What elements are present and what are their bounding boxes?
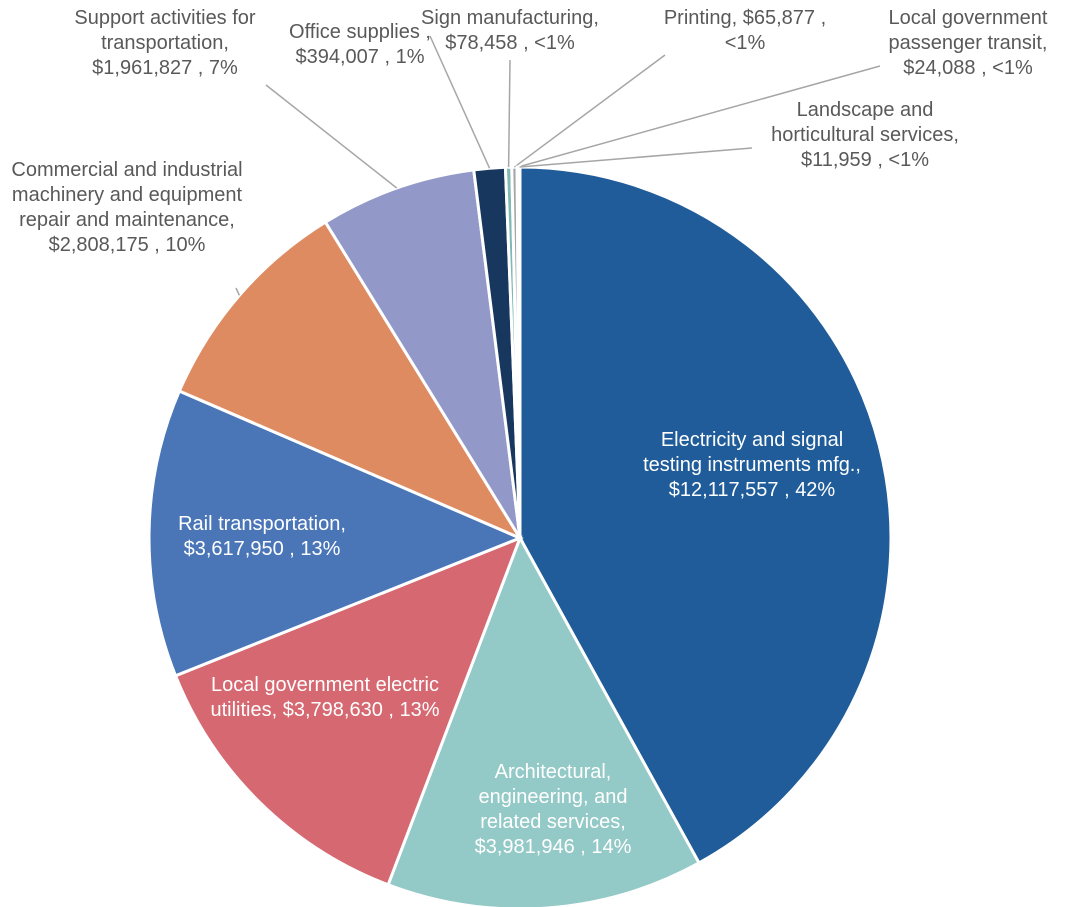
value-label: $65,877 , <1% [724,7,827,54]
leader-line [519,147,753,168]
value-label: $24,088 , <1% [903,57,1033,79]
leader-line [265,84,398,189]
category-label: Office supplies , [289,21,431,43]
data-label: Office supplies , $394,007 , 1% [285,20,435,70]
value-label: $11,959 , <1% [800,149,930,171]
value-label: $3,617,950 , 13% [183,538,341,560]
pie-slice [518,165,893,865]
data-label: Architectural, engineering, and related … [453,760,653,860]
value-label: $3,981,946 , 14% [474,836,632,858]
leader-line [429,35,491,169]
category-label: Landscape and horticultural services, [771,99,959,146]
leader-line [513,54,666,168]
category-label: Architectural, engineering, and related … [478,761,628,833]
data-label: Support activities for transportation, $… [50,6,280,81]
leader-line [507,59,511,168]
data-label: Electricity and signal testing instrumen… [632,428,872,503]
data-label: Local government electric utilities, $3,… [210,673,440,723]
data-label: Sign manufacturing, $78,458 , <1% [410,6,610,56]
category-label: Sign manufacturing, [421,7,599,29]
data-label: Commercial and industrial machinery and … [7,158,247,258]
value-label: $12,117,557 , 42% [668,479,836,501]
category-label: Printing, [663,7,738,29]
data-label: Local government passenger transit, $24,… [868,6,1068,81]
data-label: Printing, $65,877 , <1% [660,6,830,56]
pie-slice [177,220,524,542]
pie-slice [517,165,522,539]
category-label: Support activities for transportation, [74,7,256,54]
data-label: Landscape and horticultural services, $1… [750,98,980,173]
category-label: Local government electric utilities, [210,674,439,721]
category-label: Rail transportation, [178,513,346,535]
pie-slice [173,535,523,887]
value-label: $2,808,175 , 10% [48,234,206,256]
value-label: $1,961,827 , 7% [92,57,238,79]
pie-slice [386,534,702,907]
value-label: $394,007 , 1% [295,46,425,68]
leader-line [517,65,881,168]
leader-line [235,287,241,296]
data-label: Rail transportation, $3,617,950 , 13% [152,512,372,562]
value-label: $78,458 , <1% [445,32,575,54]
value-label: $3,798,630 , 13% [282,699,440,721]
category-label: Commercial and industrial machinery and … [11,159,243,231]
pie-slice [147,389,524,678]
category-label: Local government passenger transit, [888,7,1048,54]
category-label: Electricity and signal testing instrumen… [643,429,861,476]
